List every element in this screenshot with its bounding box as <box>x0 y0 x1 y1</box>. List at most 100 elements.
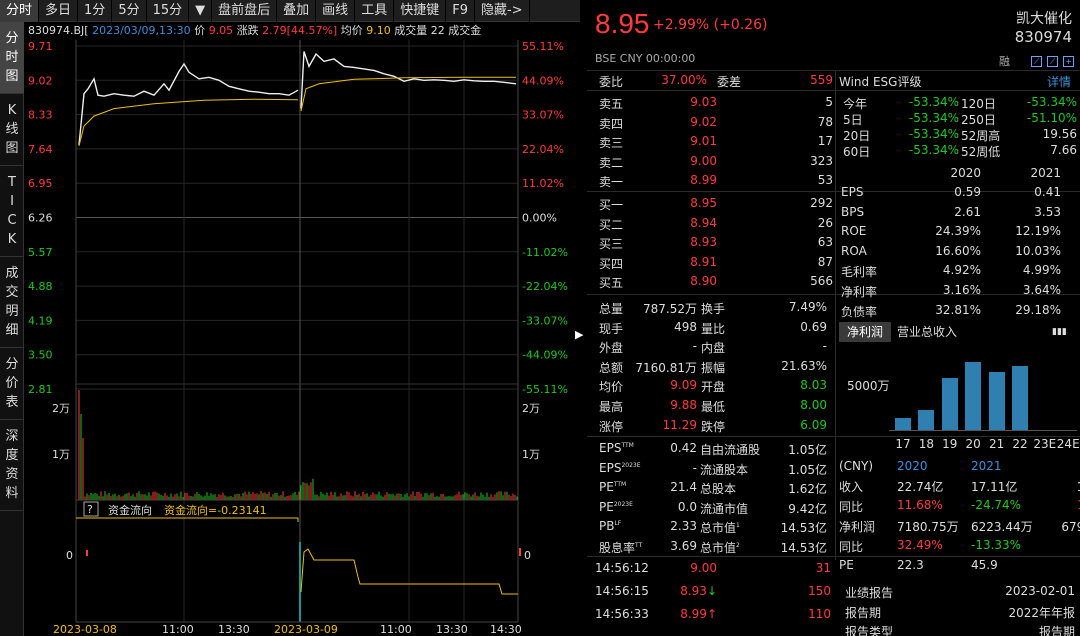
fin-value: 9.02% <box>1073 244 1080 258</box>
ask-volume: 78 <box>817 114 833 129</box>
pct-tick-right: 55.11% <box>522 40 564 53</box>
cny-row-label: 收入 <box>839 480 864 494</box>
fund-value: 3.69 <box>670 539 697 553</box>
perf-label: 今年 <box>843 97 868 111</box>
bid-label: 买四 <box>599 256 624 271</box>
fin-value: 3.16% <box>942 283 981 297</box>
fund-label2: 流通股本 <box>700 462 749 477</box>
vtab-char: 线 <box>5 122 19 137</box>
cny-row-value: 6796.27万 <box>1061 520 1080 534</box>
toolbar-separator <box>473 0 475 22</box>
toolbar-item[interactable]: 多日 <box>45 2 72 18</box>
bar-baseline <box>889 430 1077 431</box>
vtab-item[interactable]: 分价表 <box>0 348 24 420</box>
fin-label: BPS <box>841 204 865 219</box>
chart-avg-label: 均价 <box>340 24 363 37</box>
avg-line <box>78 98 299 147</box>
time-label: 11:00 <box>162 623 194 636</box>
tab-revenue[interactable]: 营业总收入 <box>897 325 958 339</box>
quote-panel: 8.95 +2.99% (+0.26) BSE CNY 00:00:00 凯大催… <box>587 0 1080 636</box>
report-label: 业绩报告 <box>845 586 894 600</box>
fin-value: 4.86% <box>1073 263 1080 277</box>
price-tick-left: 7.64 <box>28 143 53 156</box>
intraday-chart[interactable]: 830974.BJ[ 2023/03/09,13:30 价 9.05 涨跌 2.… <box>24 22 580 636</box>
share-icon[interactable]: ⟋ <box>1047 55 1058 67</box>
cny-row-value: 32.49% <box>897 538 943 552</box>
toolbar-item[interactable]: 1分 <box>84 2 106 18</box>
pct-tick-right: -55.11% <box>522 383 568 396</box>
toolbar: 分时 多日 1分 5分 15分 ▼ 盘前盘后 叠加 画线 工具 快捷键 F9 隐藏-> <box>0 0 580 22</box>
toolbar-item[interactable]: ▼ <box>195 2 206 18</box>
cny-row-label: PE <box>839 558 854 572</box>
toolbar-separator <box>38 0 40 22</box>
chart-chg: 2.79[44.57%] <box>262 24 338 37</box>
bar-label: 22 <box>1012 437 1028 451</box>
flow-title: 资金流向 <box>108 503 152 517</box>
tick-volume: 150 <box>808 584 831 598</box>
toolbar-item[interactable]: F9 <box>452 2 468 18</box>
bar-label: 18 <box>918 437 935 451</box>
ask-price: 9.00 <box>690 153 717 168</box>
flow-help-icon[interactable] <box>83 501 99 517</box>
vtab-item[interactable]: 成交明细 <box>0 257 24 348</box>
vtab-item[interactable]: 分时图 <box>0 22 24 94</box>
stock-code: 830974 <box>1014 28 1072 46</box>
vtab-item[interactable]: 深度资料 <box>0 420 24 511</box>
price-tick-left: 5.57 <box>28 246 53 259</box>
bar-label: 17 <box>895 437 911 451</box>
fin-value: 16.60% <box>935 243 981 258</box>
stat-value: 6.09 <box>800 417 827 432</box>
time-label: 2023-03-08 <box>53 623 117 636</box>
expand-icon[interactable]: + <box>1063 55 1074 67</box>
chart-price-label: 价 <box>194 24 206 37</box>
bid-price: 8.93 <box>690 235 717 250</box>
fund-sup: TTM <box>621 442 634 449</box>
report-value: 报告期 <box>1038 625 1075 636</box>
cny-row-value: 22.74亿 <box>897 480 944 494</box>
stat-label: 均价 <box>599 380 624 395</box>
toolbar-item[interactable]: 15分 <box>152 2 183 18</box>
stat-label: 跌停 <box>701 419 726 434</box>
stat-label: 最高 <box>599 400 624 414</box>
ask-price: 8.99 <box>690 173 717 188</box>
fund-sup: TTM <box>613 481 627 489</box>
collapse-arrow-icon[interactable]: ▶ <box>575 328 584 341</box>
toolbar-item[interactable]: 隐藏-> <box>480 2 523 18</box>
perf-label: 5日 <box>843 113 863 127</box>
time-label: 2023-03-09 <box>274 623 338 636</box>
vtab-char: T <box>8 175 16 190</box>
toolbar-item[interactable]: 5分 <box>118 2 140 18</box>
toolbar-item[interactable]: 画线 <box>322 2 349 18</box>
toolbar-item[interactable]: 盘前盘后 <box>218 2 271 18</box>
pct-tick-right: -11.02% <box>522 246 568 259</box>
fin-label: 负债率 <box>841 304 878 319</box>
fin-value: 12.19% <box>1015 224 1061 239</box>
pct-tick-right: -22.04% <box>522 280 568 293</box>
fund-value: 21.4 <box>670 480 697 495</box>
bar-label: 19 <box>942 437 958 451</box>
vtab-char: 细 <box>5 323 19 338</box>
toolbar-item[interactable]: 分时 <box>0 0 39 22</box>
toolbar-item[interactable]: 工具 <box>361 2 388 18</box>
vtab-char: 交 <box>5 285 19 300</box>
tab-net-profit[interactable]: 净利润 <box>839 322 891 342</box>
more-icon[interactable]: ▮▮▮ <box>1052 327 1067 337</box>
fin-value: 24.67% <box>1073 303 1080 317</box>
pct-tick-right: 0.00% <box>522 212 557 225</box>
pct-tick-right: 33.07% <box>522 109 564 122</box>
edit-icon[interactable]: ⟋ <box>1031 55 1042 67</box>
chart-chg-label: 涨跌 <box>236 24 259 37</box>
toolbar-item[interactable]: 叠加 <box>283 2 310 18</box>
arrow-up-icon: ↑ <box>706 607 717 621</box>
cny-row-value: 45.9 <box>971 558 998 572</box>
fin-value: 0.41 <box>1034 185 1061 199</box>
ratio-label: 委比 <box>599 75 624 89</box>
esg-detail-link[interactable]: 详情 <box>1046 75 1071 89</box>
price-tick-left: 4.88 <box>28 280 53 293</box>
toolbar-item[interactable]: 快捷键 <box>400 2 440 18</box>
vtab-char: 时 <box>5 50 19 65</box>
